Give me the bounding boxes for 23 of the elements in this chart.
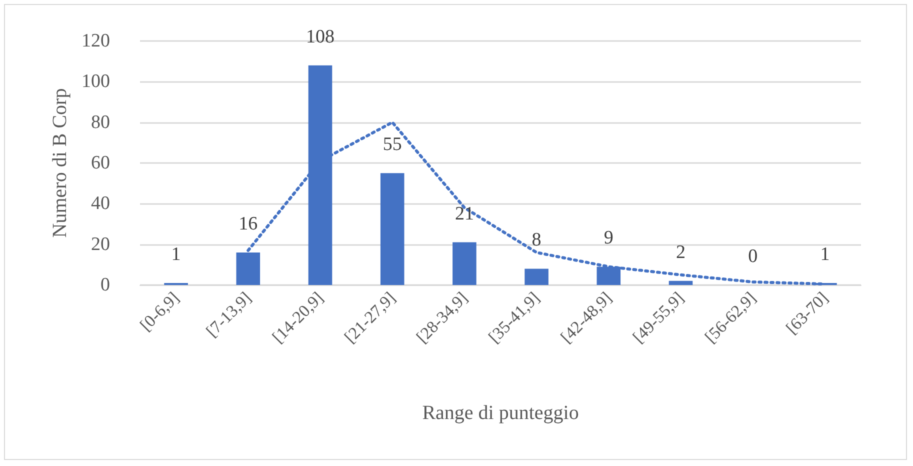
- data-label: 108: [306, 26, 334, 48]
- bar: [380, 173, 404, 285]
- data-label: 0: [748, 246, 758, 267]
- x-axis-title: Range di punteggio: [422, 402, 579, 424]
- y-axis-title: Numero di B Corp: [49, 88, 71, 238]
- data-label: 21: [454, 203, 474, 224]
- data-label: 55: [382, 134, 402, 156]
- bar: [668, 280, 693, 285]
- data-label: 1: [820, 244, 830, 265]
- data-label: 2: [676, 242, 686, 263]
- bar: [452, 242, 476, 285]
- data-label: 8: [532, 230, 542, 251]
- y-tick-label: 40: [91, 193, 110, 214]
- data-label: 1: [171, 244, 181, 265]
- data-label: 9: [604, 228, 614, 249]
- y-tick-label: 20: [91, 234, 110, 255]
- data-label: 16: [238, 213, 258, 234]
- bar: [524, 268, 548, 285]
- y-tick-label: 60: [91, 152, 110, 174]
- y-tick-label: 80: [91, 112, 110, 133]
- y-tick-label: 100: [82, 71, 110, 92]
- y-tick-label: 120: [82, 30, 110, 52]
- y-tick-label: 0: [100, 274, 110, 296]
